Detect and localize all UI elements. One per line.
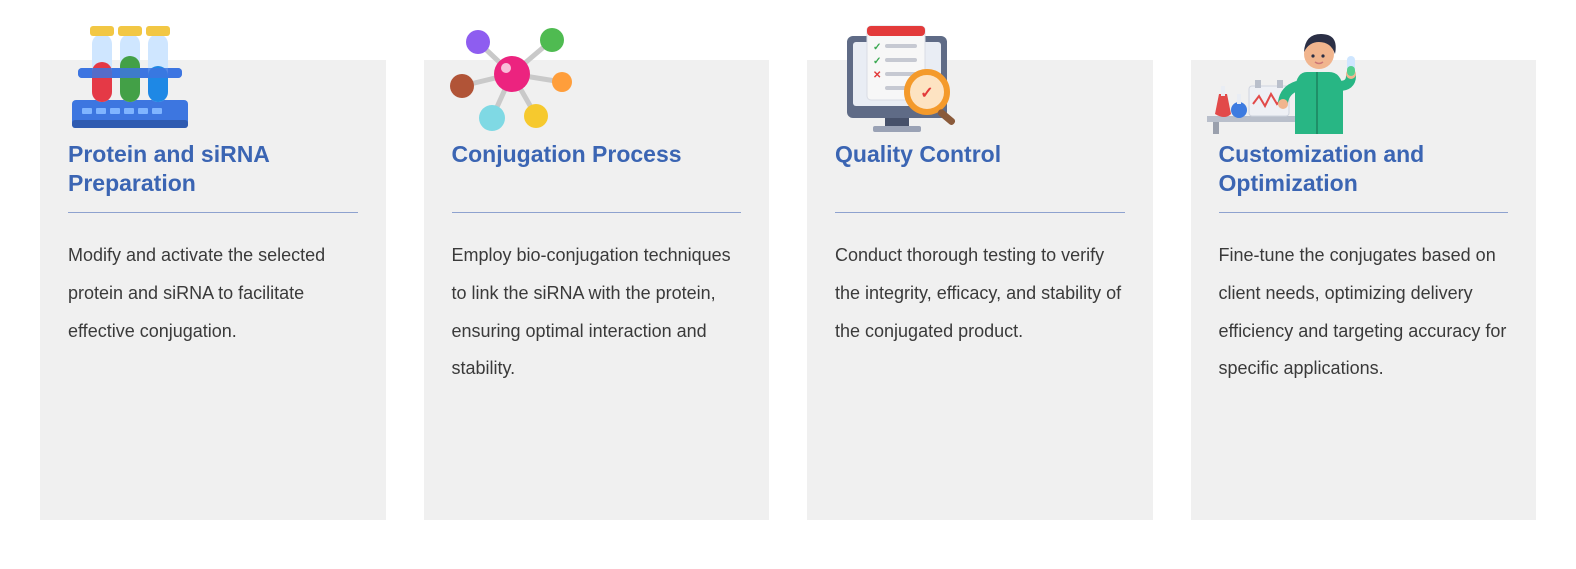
card-divider bbox=[452, 212, 742, 213]
card-quality-control: ✓ ✓ ✕ ✓ Quality Control Conduct thorough… bbox=[807, 60, 1153, 520]
svg-text:✓: ✓ bbox=[873, 56, 881, 67]
svg-text:✓: ✓ bbox=[873, 42, 881, 53]
card-title: Customization and Optimization bbox=[1219, 140, 1509, 198]
card-body: Conduct thorough testing to verify the i… bbox=[835, 237, 1125, 350]
card-row: Protein and siRNA Preparation Modify and… bbox=[0, 0, 1576, 550]
molecule-icon bbox=[444, 16, 584, 136]
svg-text:✕: ✕ bbox=[873, 70, 881, 81]
test-tubes-icon bbox=[60, 16, 200, 136]
card-divider bbox=[68, 212, 358, 213]
card-body: Fine-tune the conjugates based on client… bbox=[1219, 237, 1509, 388]
card-protein-sirna: Protein and siRNA Preparation Modify and… bbox=[40, 60, 386, 520]
svg-text:✓: ✓ bbox=[920, 85, 933, 102]
card-divider bbox=[1219, 212, 1509, 213]
qc-monitor-icon: ✓ ✓ ✕ ✓ bbox=[827, 16, 967, 136]
card-title: Quality Control bbox=[835, 140, 1125, 198]
card-body: Modify and activate the selected protein… bbox=[68, 237, 358, 350]
card-conjugation: Conjugation Process Employ bio-conjugati… bbox=[424, 60, 770, 520]
card-divider bbox=[835, 212, 1125, 213]
card-body: Employ bio-conjugation techniques to lin… bbox=[452, 237, 742, 388]
card-customization: Customization and Optimization Fine-tune… bbox=[1191, 60, 1537, 520]
card-title: Conjugation Process bbox=[452, 140, 742, 198]
card-title: Protein and siRNA Preparation bbox=[68, 140, 358, 198]
scientist-icon bbox=[1201, 16, 1371, 136]
